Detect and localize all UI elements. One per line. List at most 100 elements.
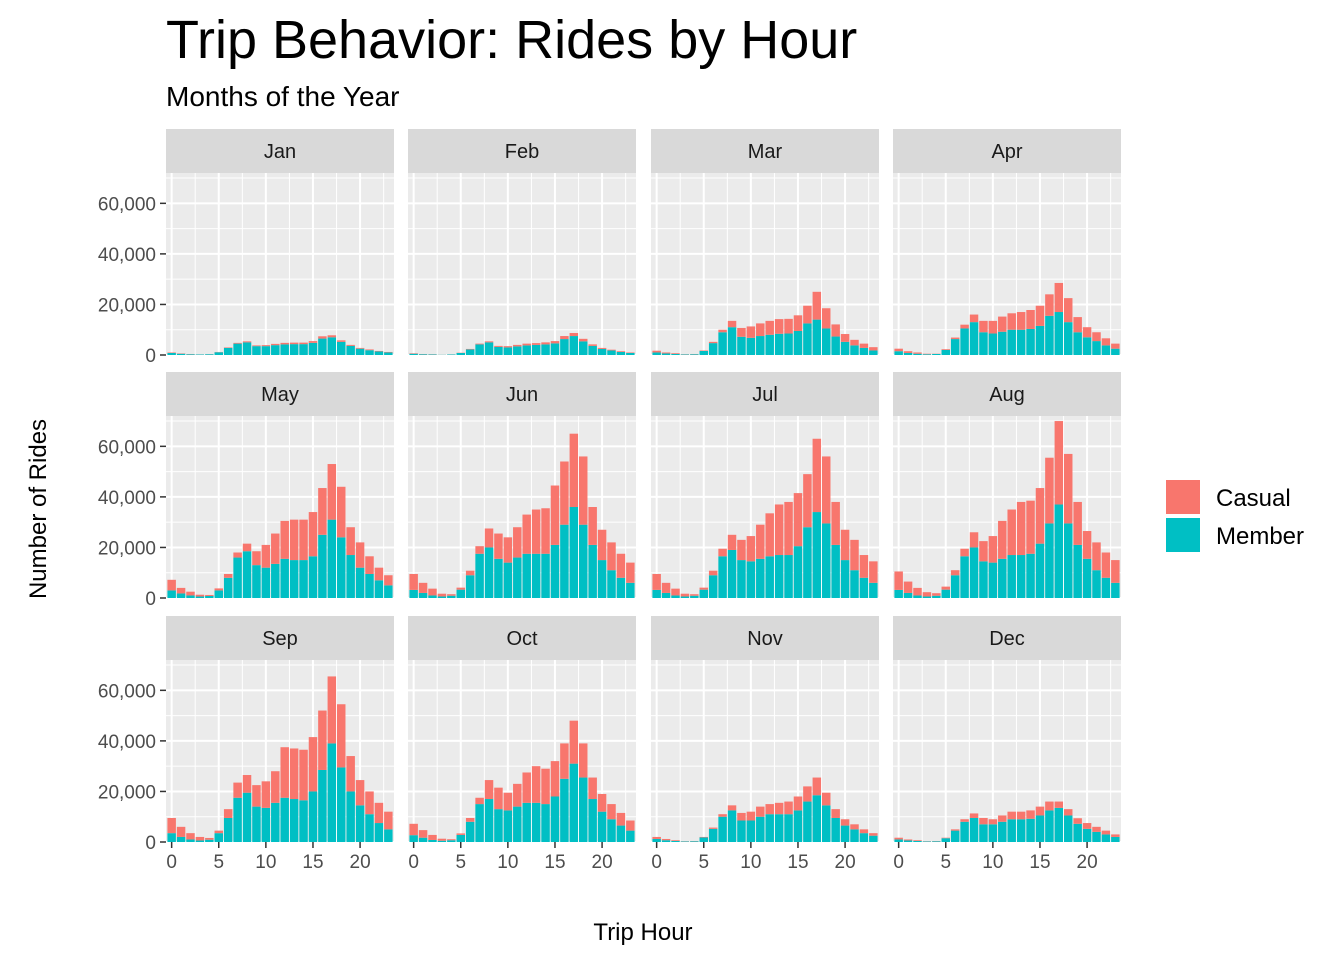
bar-member-jun-h14 [541,553,550,598]
bar-member-nov-h0 [652,838,661,842]
facet-strip-label: Nov [747,628,783,650]
bar-casual-nov-h12 [765,804,774,815]
bar-member-oct-h20 [597,811,607,842]
bar-casual-apr-h5 [941,349,950,350]
bar-member-jun-h8 [484,547,494,598]
bar-member-aug-h2 [913,595,922,598]
bar-member-apr-h21 [1092,341,1101,355]
bar-casual-jan-h6 [223,347,233,348]
bar-member-jan-h12 [280,344,289,355]
bar-casual-dec-h11 [998,815,1007,822]
bar-casual-feb-h13 [531,343,541,345]
bar-member-mar-h6 [708,343,718,355]
bar-casual-aug-h4 [932,593,941,596]
bar-member-jul-h17 [812,512,822,598]
bar-casual-nov-h9 [737,812,746,821]
bar-member-dec-h15 [1035,815,1045,842]
bar-member-feb-h1 [418,354,428,355]
bar-member-dec-h2 [913,840,922,842]
bar-casual-oct-h13 [531,766,541,803]
bar-member-may-h20 [355,567,365,598]
bar-member-feb-h6 [465,349,475,355]
bar-member-oct-h23 [626,830,635,842]
bar-member-oct-h18 [579,777,588,842]
bar-member-sep-h17 [327,743,337,842]
bar-casual-jan-h14 [299,342,308,345]
bar-casual-nov-h10 [746,811,756,821]
facet-panel-apr: Apr [893,129,1121,356]
bar-casual-mar-h20 [840,334,850,342]
bar-casual-apr-h23 [1111,343,1120,349]
y-tick-label: 40,000 [98,488,156,509]
bar-member-may-h5 [214,590,223,598]
bar-casual-may-h7 [233,552,242,558]
bar-member-jun-h17 [569,507,579,598]
bar-casual-aug-h21 [1092,542,1101,571]
x-tick-label: 20 [835,852,856,873]
facet-strip-label: Aug [989,384,1025,406]
bar-member-oct-h0 [409,835,418,842]
bar-casual-jul-h5 [699,587,708,590]
facet-strip [408,129,636,173]
bar-casual-jul-h3 [680,593,690,597]
bar-member-sep-h9 [252,806,261,842]
bar-casual-feb-h16 [560,336,569,340]
bar-casual-may-h9 [252,551,261,566]
bar-casual-may-h1 [176,587,186,594]
bar-member-jul-h1 [661,592,671,598]
bar-member-aug-h1 [903,592,913,598]
bar-casual-sep-h5 [214,830,223,834]
bar-member-aug-h7 [960,556,969,598]
bar-member-feb-h23 [626,352,635,355]
bar-casual-mar-h22 [859,343,869,348]
bar-member-sep-h20 [355,805,365,842]
bar-member-sep-h13 [289,799,299,842]
bar-casual-may-h12 [280,520,289,559]
facet-strip [408,616,636,660]
bar-casual-oct-h22 [616,812,626,826]
bar-member-mar-h16 [803,323,812,355]
bar-casual-apr-h21 [1092,332,1101,342]
bar-member-sep-h16 [318,769,327,842]
bar-casual-jun-h12 [522,514,531,554]
x-tick-label: 0 [408,852,419,873]
bar-member-may-h0 [167,590,176,598]
legend-key-casual [1166,480,1200,514]
bar-member-may-h3 [195,596,205,598]
bar-casual-jan-h8 [242,341,252,343]
y-tick-label: 60,000 [98,194,156,215]
bar-member-jan-h18 [337,341,346,355]
bar-member-aug-h4 [932,595,941,598]
x-tick-label: 15 [787,852,808,873]
bar-casual-sep-h17 [327,676,337,744]
bar-member-jan-h1 [176,353,186,355]
facet-strip [651,372,879,416]
bar-member-aug-h19 [1073,544,1082,598]
bar-casual-jun-h2 [428,588,437,596]
bar-casual-feb-h20 [597,347,607,349]
bar-casual-jun-h1 [418,582,428,593]
bar-casual-jan-h18 [337,340,346,342]
bar-member-oct-h15 [550,796,560,842]
legend-key-member [1166,518,1200,552]
bar-casual-apr-h15 [1035,305,1045,326]
bar-member-dec-h3 [922,841,932,842]
bar-casual-jul-h0 [652,573,661,590]
facet-panel-aug: Aug [893,372,1121,599]
facet-panel-oct: Oct 0 5 10 15 20 [408,616,636,873]
bar-member-aug-h9 [979,561,988,598]
bar-casual-apr-h1 [903,351,913,353]
facet-panel-jul: Jul [651,372,879,599]
bar-member-oct-h7 [475,804,484,842]
bar-casual-oct-h16 [560,743,569,779]
bar-casual-dec-h21 [1092,826,1101,832]
bar-member-feb-h11 [513,346,522,355]
bar-member-jun-h13 [531,553,541,598]
bar-member-jul-h3 [680,596,690,598]
bar-member-may-h23 [384,585,393,598]
bar-member-feb-h10 [503,347,513,355]
bar-casual-sep-h22 [374,802,384,824]
bar-member-apr-h20 [1082,337,1092,355]
bar-member-apr-h14 [1026,328,1035,355]
bar-member-jul-h13 [774,555,784,598]
